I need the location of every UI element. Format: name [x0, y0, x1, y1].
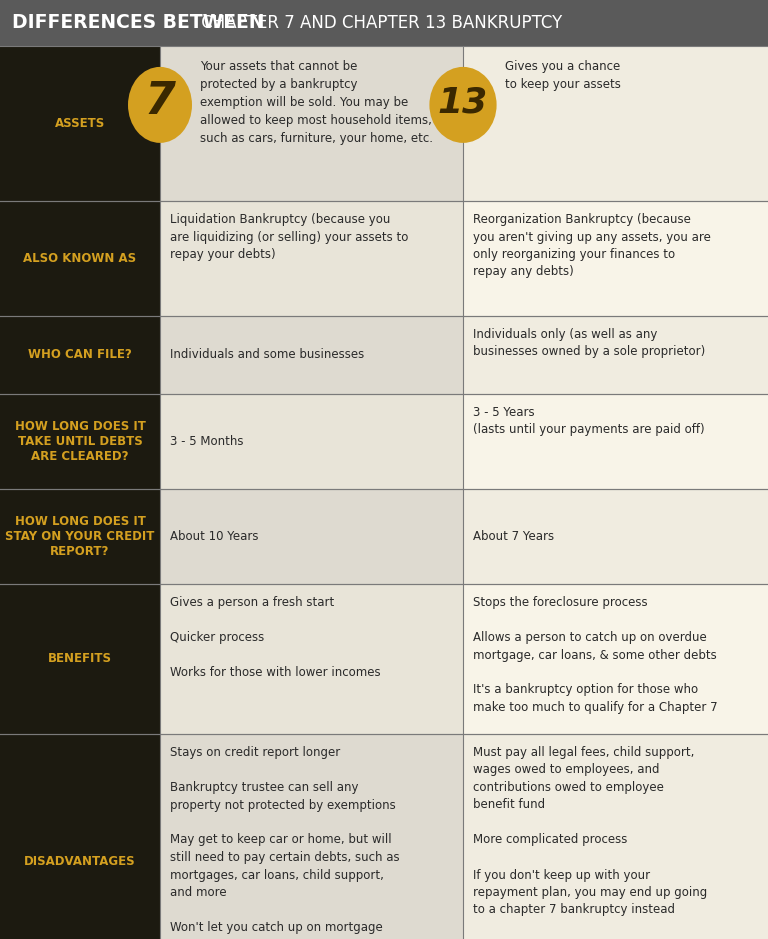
Bar: [0, 584, 160, 734]
Text: HOW LONG DOES IT
TAKE UNTIL DEBTS
ARE CLEARED?: HOW LONG DOES IT TAKE UNTIL DEBTS ARE CL…: [15, 420, 145, 463]
Text: Liquidation Bankruptcy (because you
are liquidizing (or selling) your assets to
: Liquidation Bankruptcy (because you are …: [170, 213, 409, 261]
Bar: [160, 734, 463, 939]
Text: HOW LONG DOES IT
STAY ON YOUR CREDIT
REPORT?: HOW LONG DOES IT STAY ON YOUR CREDIT REP…: [5, 515, 154, 558]
Text: 3 - 5 Months: 3 - 5 Months: [170, 435, 243, 448]
Bar: [463, 316, 768, 394]
Bar: [463, 734, 768, 939]
Ellipse shape: [429, 67, 497, 143]
Text: ASSETS: ASSETS: [55, 117, 105, 130]
Bar: [160, 46, 463, 201]
Bar: [0, 46, 160, 201]
Text: ALSO KNOWN AS: ALSO KNOWN AS: [24, 252, 137, 265]
Bar: [463, 201, 768, 316]
Text: Gives a person a fresh start

Quicker process

Works for those with lower income: Gives a person a fresh start Quicker pro…: [170, 596, 381, 679]
Bar: [0, 201, 160, 316]
Text: CHAPTER 7 AND CHAPTER 13 BANKRUPTCY: CHAPTER 7 AND CHAPTER 13 BANKRUPTCY: [196, 14, 562, 32]
Text: Individuals and some businesses: Individuals and some businesses: [170, 348, 364, 362]
Bar: [463, 489, 768, 584]
Bar: [463, 46, 768, 201]
Text: Gives you a chance
to keep your assets: Gives you a chance to keep your assets: [505, 60, 621, 91]
Bar: [0, 734, 160, 939]
Text: WHO CAN FILE?: WHO CAN FILE?: [28, 348, 132, 362]
Bar: [0, 489, 160, 584]
Text: Your assets that cannot be
protected by a bankruptcy
exemption will be sold. You: Your assets that cannot be protected by …: [200, 60, 433, 145]
Bar: [160, 201, 463, 316]
Text: BENEFITS: BENEFITS: [48, 653, 112, 666]
Text: About 10 Years: About 10 Years: [170, 530, 259, 543]
Bar: [160, 394, 463, 489]
Text: 13: 13: [438, 85, 488, 120]
Text: Stops the foreclosure process

Allows a person to catch up on overdue
mortgage, : Stops the foreclosure process Allows a p…: [473, 596, 717, 714]
Text: DISADVANTAGES: DISADVANTAGES: [24, 855, 136, 868]
Bar: [463, 394, 768, 489]
Bar: [160, 316, 463, 394]
Bar: [463, 584, 768, 734]
Bar: [0, 0, 768, 46]
Text: About 7 Years: About 7 Years: [473, 530, 554, 543]
Text: Stays on credit report longer

Bankruptcy trustee can sell any
property not prot: Stays on credit report longer Bankruptcy…: [170, 746, 399, 939]
Bar: [0, 394, 160, 489]
Text: DIFFERENCES BETWEEN: DIFFERENCES BETWEEN: [12, 13, 264, 33]
Text: Reorganization Bankruptcy (because
you aren't giving up any assets, you are
only: Reorganization Bankruptcy (because you a…: [473, 213, 711, 279]
Text: 3 - 5 Years
(lasts until your payments are paid off): 3 - 5 Years (lasts until your payments a…: [473, 406, 704, 437]
Bar: [160, 584, 463, 734]
Text: 7: 7: [144, 81, 176, 123]
Ellipse shape: [128, 67, 192, 143]
Bar: [160, 489, 463, 584]
Text: Individuals only (as well as any
businesses owned by a sole proprietor): Individuals only (as well as any busines…: [473, 328, 705, 359]
Text: Must pay all legal fees, child support,
wages owed to employees, and
contributio: Must pay all legal fees, child support, …: [473, 746, 707, 939]
Bar: [0, 316, 160, 394]
